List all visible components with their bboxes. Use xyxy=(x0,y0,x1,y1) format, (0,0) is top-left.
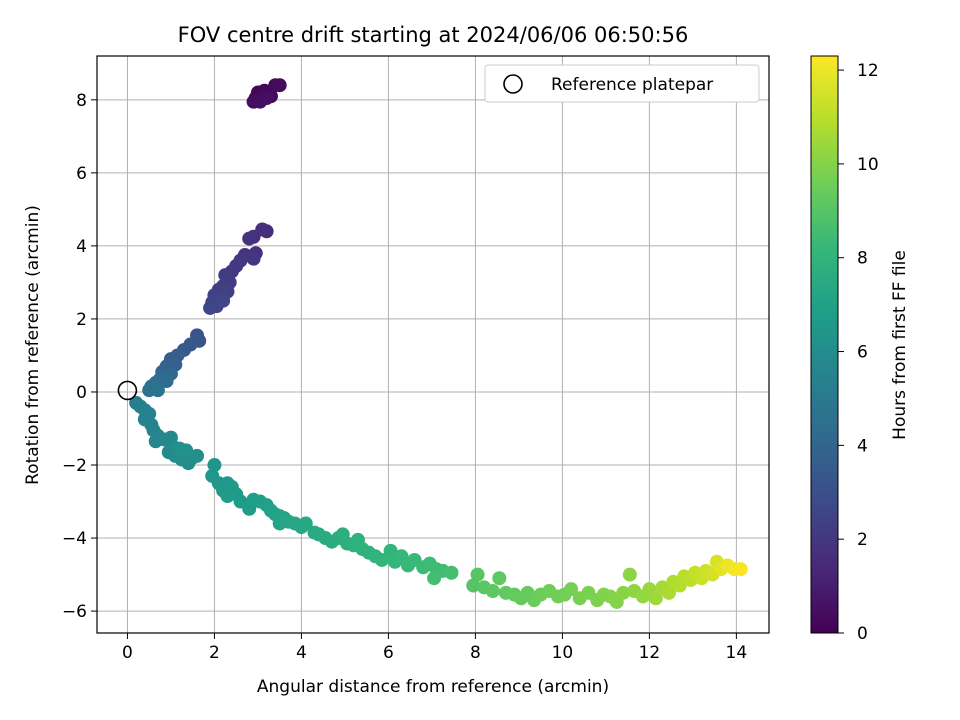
y-tick-label: −2 xyxy=(62,456,87,476)
colorbar-tick-label: 0 xyxy=(857,624,868,644)
data-point xyxy=(485,584,500,599)
x-tick-label: 12 xyxy=(639,643,661,663)
reference-platepar-marker xyxy=(117,380,138,401)
data-point xyxy=(220,489,235,504)
y-axis-label: Rotation from reference (arcmin) xyxy=(23,205,43,485)
y-tick-label: 4 xyxy=(76,237,87,257)
data-point xyxy=(272,78,287,93)
data-point xyxy=(648,591,663,606)
data-point xyxy=(203,300,218,315)
colorbar-tick-label: 2 xyxy=(857,530,868,550)
data-point xyxy=(427,571,442,586)
colorbar-tick-label: 4 xyxy=(857,436,868,456)
data-point xyxy=(622,567,637,582)
data-point xyxy=(253,94,268,109)
legend: Reference platepar xyxy=(484,64,760,103)
x-tick-label: 6 xyxy=(383,643,394,663)
colorbar-tick-label: 10 xyxy=(857,155,879,175)
data-point xyxy=(470,567,485,582)
y-tick-label: 2 xyxy=(76,310,87,330)
x-tick-label: 8 xyxy=(470,643,481,663)
x-tick-label: 4 xyxy=(296,643,307,663)
legend-entry-reference: Reference platepar xyxy=(551,75,713,95)
data-point xyxy=(383,543,398,558)
y-tick-label: −6 xyxy=(62,602,87,622)
y-tick-label: −4 xyxy=(62,529,87,549)
data-point xyxy=(159,374,174,389)
data-point xyxy=(298,516,313,531)
y-tick-label: 6 xyxy=(76,164,87,184)
chart-title: FOV centre drift starting at 2024/06/06 … xyxy=(178,23,689,47)
data-point xyxy=(733,562,748,577)
data-point xyxy=(150,383,165,398)
x-axis-label: Angular distance from reference (arcmin) xyxy=(257,677,609,697)
legend-marker-icon xyxy=(503,74,523,94)
data-point xyxy=(374,552,389,567)
data-point xyxy=(492,571,507,586)
x-tick-label: 14 xyxy=(726,643,748,663)
colorbar-ticks: 0 2 4 6 8 10 12 xyxy=(838,61,879,644)
data-point xyxy=(190,448,205,463)
data-point xyxy=(661,585,676,600)
data-point xyxy=(242,231,257,246)
colorbar-label: Hours from first FF file xyxy=(890,250,910,440)
axis-ticks: 0 2 4 6 8 10 12 14 −6 −4 −2 0 2 4 6 8 xyxy=(62,91,747,663)
colorbar xyxy=(810,55,839,634)
data-point xyxy=(172,441,187,456)
data-point xyxy=(466,578,481,593)
data-point xyxy=(444,565,459,580)
data-point xyxy=(207,458,222,473)
data-point xyxy=(564,582,579,597)
colorbar-tick-label: 8 xyxy=(857,249,868,269)
x-tick-label: 2 xyxy=(209,643,220,663)
plot-frame xyxy=(96,55,770,634)
scatter-points xyxy=(129,78,748,609)
x-tick-label: 10 xyxy=(552,643,574,663)
data-point xyxy=(216,293,231,308)
y-tick-label: 8 xyxy=(76,91,87,111)
data-point xyxy=(246,251,261,266)
data-point xyxy=(616,585,631,600)
x-tick-label: 0 xyxy=(122,643,133,663)
colorbar-tick-label: 6 xyxy=(857,343,868,363)
y-tick-label: 0 xyxy=(76,383,87,403)
legend-box xyxy=(484,64,760,103)
colorbar-tick-label: 12 xyxy=(857,61,879,81)
